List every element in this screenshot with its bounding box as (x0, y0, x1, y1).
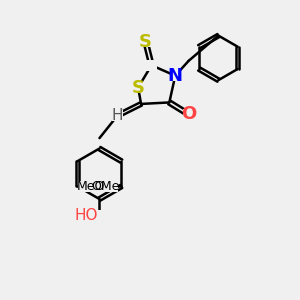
FancyBboxPatch shape (112, 110, 123, 122)
FancyBboxPatch shape (92, 181, 118, 192)
Text: S: S (139, 32, 152, 50)
Text: O: O (181, 105, 196, 123)
Text: H: H (112, 108, 123, 123)
FancyBboxPatch shape (78, 181, 103, 192)
FancyBboxPatch shape (169, 70, 181, 81)
Text: HO: HO (74, 208, 98, 223)
FancyBboxPatch shape (146, 60, 157, 71)
Text: S: S (132, 79, 145, 97)
Text: N: N (168, 67, 183, 85)
FancyBboxPatch shape (140, 36, 151, 47)
FancyBboxPatch shape (133, 82, 144, 93)
Text: MeO: MeO (76, 180, 105, 193)
FancyBboxPatch shape (183, 109, 194, 120)
FancyBboxPatch shape (93, 210, 106, 220)
Text: OMe: OMe (91, 180, 119, 193)
